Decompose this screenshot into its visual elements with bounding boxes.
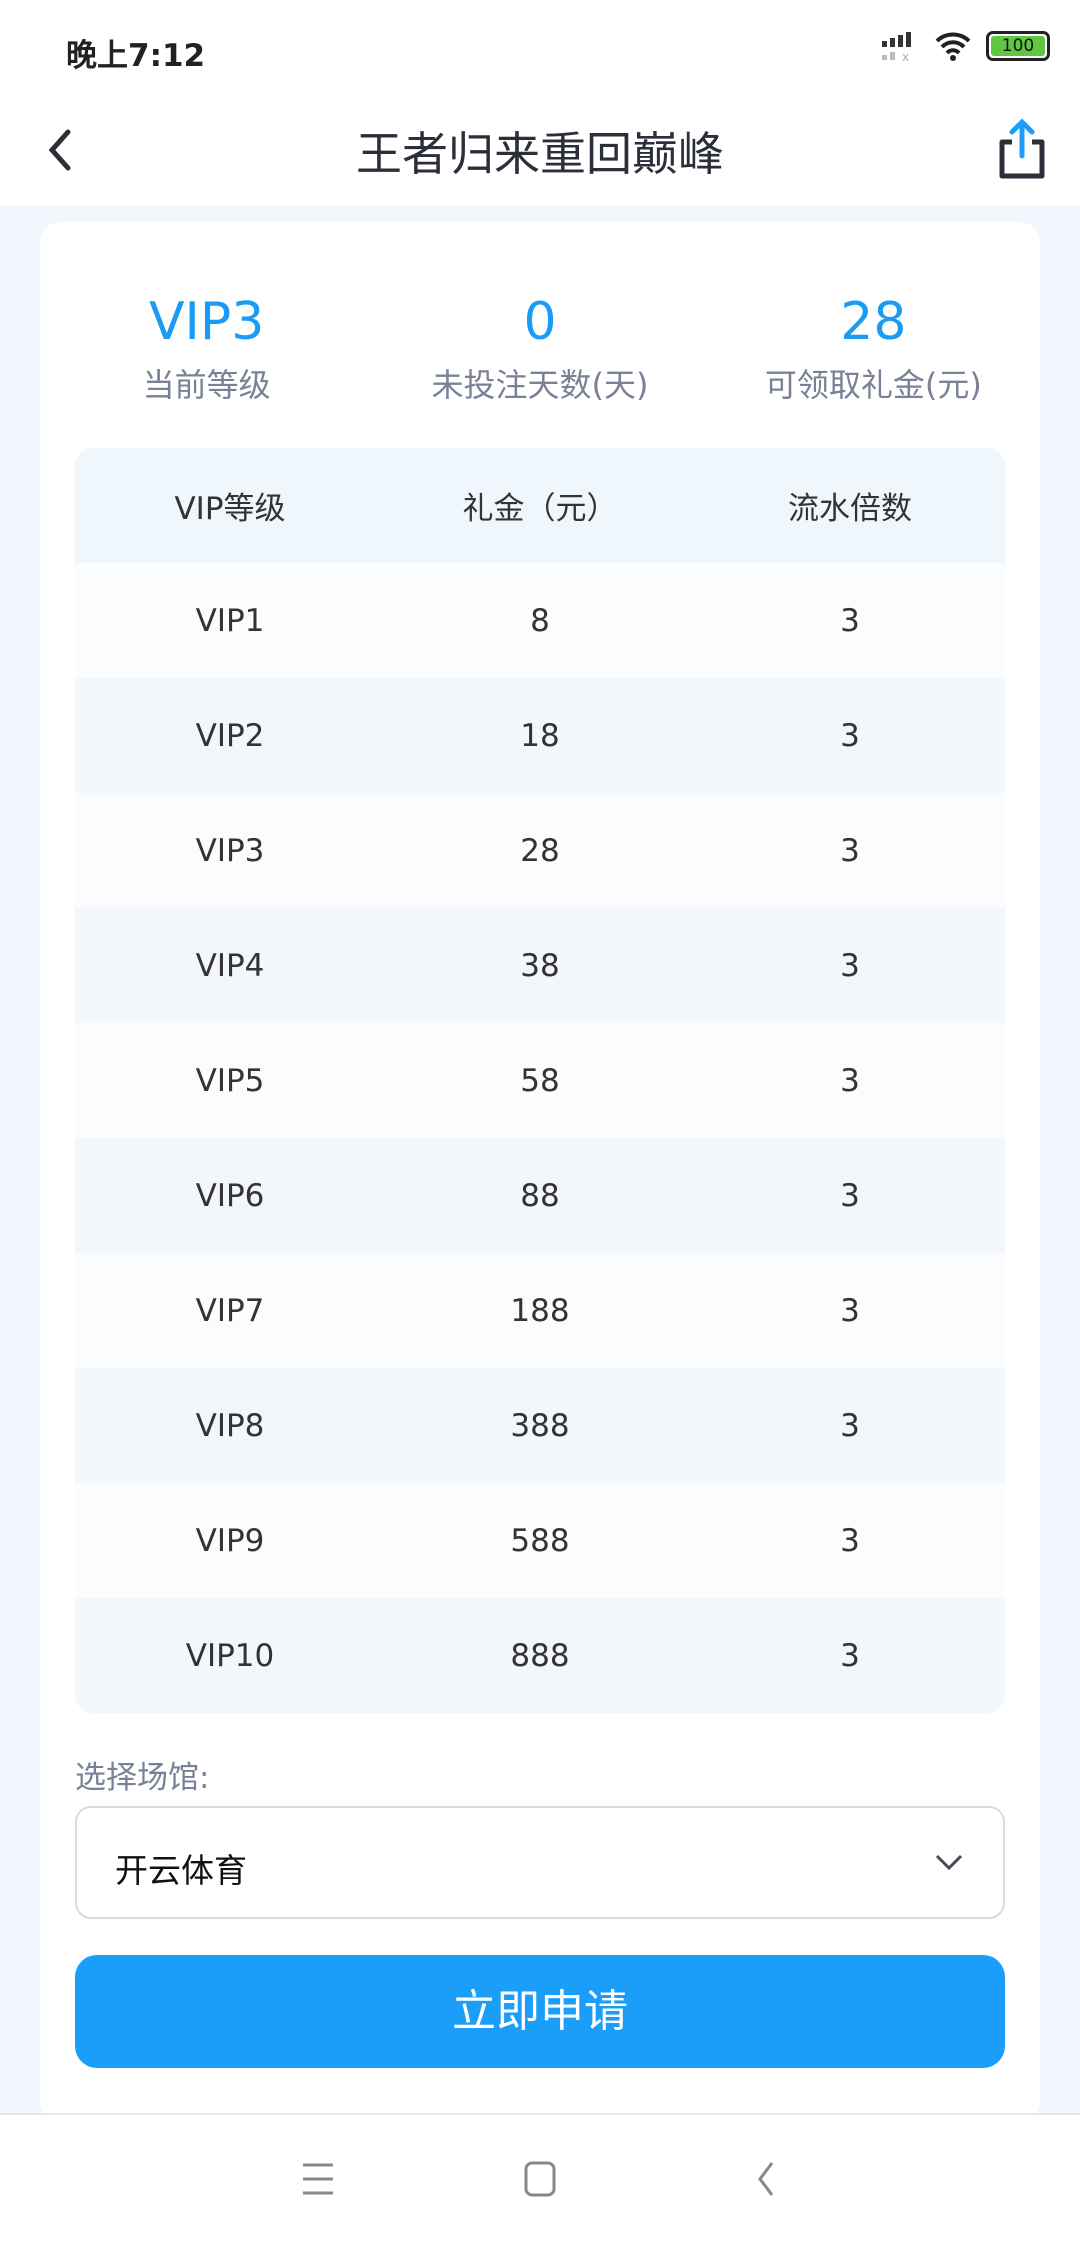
status-time: 晚上7:12 [66, 38, 206, 74]
multiplier-cell: 3 [840, 1522, 860, 1559]
chevron-down-icon [935, 1854, 963, 1871]
stat-claimable-bonus: 28 可领取礼金(元) [707, 292, 1040, 406]
multiplier-cell: 3 [840, 1177, 860, 1214]
vip-level-cell: VIP1 [195, 602, 265, 639]
page-title: 王者归来重回巅峰 [356, 127, 724, 181]
vip-table: VIP等级 礼金（元） 流水倍数 VIP1 8 3 VIP2 18 3 VIP3 28 3 VIP… [75, 448, 1005, 1713]
header-bonus: 礼金（元） [462, 491, 618, 527]
bonus-card: VIP3 当前等级 0 未投注天数(天) 28 可领取礼金(元) VIP等级 礼金（元… [40, 222, 1040, 2122]
app-header: 王者归来重回巅峰 [0, 96, 1080, 206]
multiplier-cell: 3 [840, 1062, 860, 1099]
bonus-cell: 888 [510, 1637, 570, 1674]
menu-icon[interactable] [300, 2159, 336, 2199]
vip-level-cell: VIP7 [195, 1292, 265, 1329]
apply-now-button[interactable]: 立即申请 [75, 1955, 1005, 2068]
svg-text:x: x [902, 50, 909, 61]
stat-current-level: VIP3 当前等级 [40, 292, 373, 406]
vip-level-cell: VIP2 [195, 717, 265, 754]
multiplier-cell: 3 [840, 1407, 860, 1444]
multiplier-cell: 3 [840, 1637, 860, 1674]
table-row: VIP1 8 3 [75, 563, 1005, 678]
table-row: VIP5 58 3 [75, 1023, 1005, 1138]
table-row: VIP9 588 3 [75, 1483, 1005, 1598]
table-header: VIP等级 礼金（元） 流水倍数 [75, 448, 1005, 563]
header-multiplier: 流水倍数 [788, 491, 912, 527]
table-row: VIP7 188 3 [75, 1253, 1005, 1368]
table-row: VIP6 88 3 [75, 1138, 1005, 1253]
multiplier-cell: 3 [840, 602, 860, 639]
table-row: VIP10 888 3 [75, 1598, 1005, 1713]
share-icon[interactable] [992, 116, 1052, 182]
bonus-cell: 38 [520, 947, 560, 984]
table-row: VIP4 38 3 [75, 908, 1005, 1023]
wifi-icon [935, 32, 971, 61]
battery-level: 100 [991, 36, 1045, 56]
multiplier-cell: 3 [840, 832, 860, 869]
multiplier-cell: 3 [840, 947, 860, 984]
vip-level-cell: VIP8 [195, 1407, 265, 1444]
bonus-cell: 188 [510, 1292, 570, 1329]
table-row: VIP3 28 3 [75, 793, 1005, 908]
system-nav-bar [0, 2113, 1080, 2244]
venue-select[interactable]: 开云体育 [75, 1806, 1005, 1919]
back-icon[interactable] [752, 2159, 782, 2199]
venue-label: 选择场馆: [75, 1760, 210, 1796]
bonus-cell: 588 [510, 1522, 570, 1559]
bonus-cell: 18 [520, 717, 560, 754]
chevron-left-icon[interactable] [32, 120, 92, 180]
status-bar: 晚上7:12 x 100 [0, 0, 1080, 96]
table-row: VIP2 18 3 [75, 678, 1005, 793]
signal-icon: x [882, 32, 911, 61]
stat-label: 可领取礼金(元) [764, 366, 982, 404]
stat-inactive-days: 0 未投注天数(天) [373, 292, 706, 406]
bonus-cell: 88 [520, 1177, 560, 1214]
battery-icon: 100 [986, 31, 1050, 61]
header-vip-level: VIP等级 [174, 491, 286, 527]
home-icon[interactable] [522, 2159, 558, 2199]
vip-level-cell: VIP10 [185, 1637, 275, 1674]
stat-value: 28 [840, 292, 907, 352]
vip-level-cell: VIP4 [195, 947, 265, 984]
vip-level-cell: VIP3 [195, 832, 265, 869]
table-row: VIP8 388 3 [75, 1368, 1005, 1483]
multiplier-cell: 3 [840, 1292, 860, 1329]
bonus-cell: 28 [520, 832, 560, 869]
venue-selected-value: 开云体育 [115, 1851, 247, 1890]
stat-label: 未投注天数(天) [431, 366, 649, 404]
bonus-cell: 58 [520, 1062, 560, 1099]
multiplier-cell: 3 [840, 717, 860, 754]
bonus-cell: 388 [510, 1407, 570, 1444]
stat-value: 0 [523, 292, 557, 352]
stat-label: 当前等级 [142, 366, 271, 404]
stat-value: VIP3 [148, 292, 265, 352]
vip-level-cell: VIP6 [195, 1177, 265, 1214]
vip-level-cell: VIP9 [195, 1522, 265, 1559]
stats-summary: VIP3 当前等级 0 未投注天数(天) 28 可领取礼金(元) [40, 292, 1040, 406]
vip-level-cell: VIP5 [195, 1062, 265, 1099]
bonus-cell: 8 [530, 602, 550, 639]
